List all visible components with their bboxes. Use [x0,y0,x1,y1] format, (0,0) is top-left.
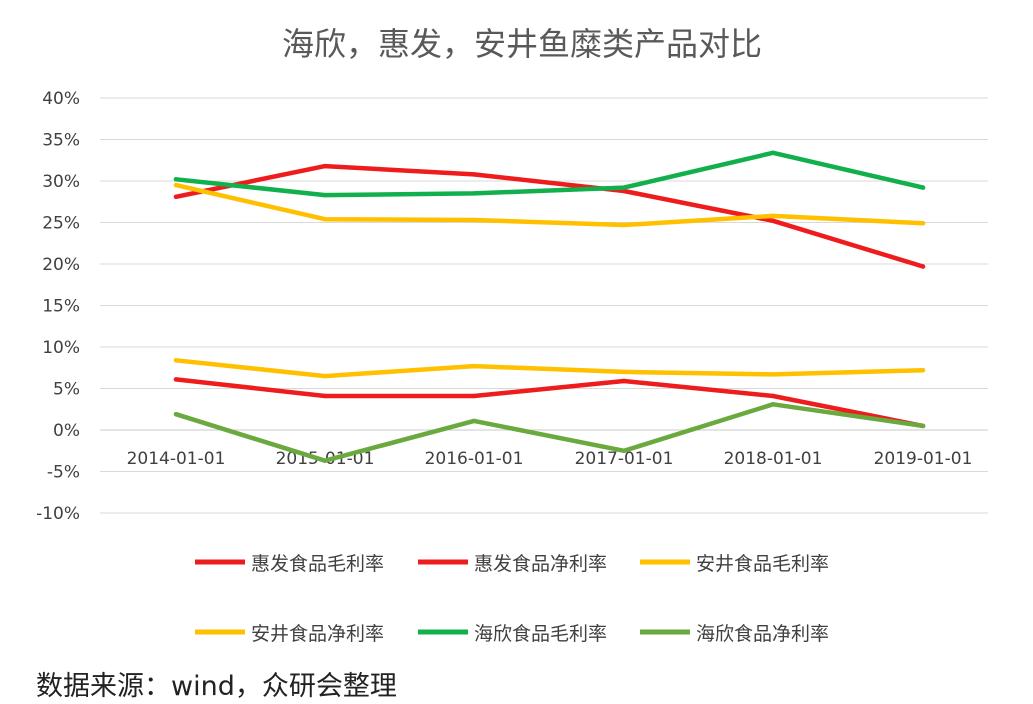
data-point [471,217,477,223]
data-point [322,458,328,463]
legend-label: 海欣食品毛利率 [474,623,607,645]
series-line [173,377,926,429]
series-line [173,150,926,198]
data-point [621,185,627,190]
data-point [471,191,477,196]
data-point [621,222,627,228]
data-point [621,448,627,453]
series-line [173,182,926,228]
data-point [322,393,328,399]
x-tick-label: 2016-01-01 [425,449,524,469]
x-tick-label: 2017-01-01 [575,449,674,469]
data-point [621,369,627,375]
y-tick-label: 20% [42,255,80,275]
x-tick-label: 2018-01-01 [724,449,823,469]
legend-label: 惠发食品毛利率 [251,553,384,575]
data-point [621,188,627,194]
data-point [322,373,328,379]
source-note: 数据来源：wind，众研会整理 [36,671,397,702]
data-point [920,368,926,373]
data-point [173,194,179,199]
data-point [770,372,776,377]
x-tick-label: 2019-01-01 [874,449,973,469]
data-point [770,393,776,399]
data-point [471,418,477,424]
y-tick-label: 15% [42,297,80,317]
y-tick-label: 5% [53,380,80,400]
series-lines [173,150,926,463]
y-tick-label: 40% [42,89,80,109]
series-line [173,402,926,463]
data-point [173,377,179,382]
legend-label: 安井食品毛利率 [696,553,829,575]
data-point [173,177,179,182]
y-tick-label: 0% [53,421,80,441]
y-tick-label: -10% [36,504,80,524]
y-tick-label: 30% [42,172,80,192]
legend-label: 安井食品净利率 [251,623,384,645]
data-point [621,378,627,384]
series-line [173,358,926,379]
data-point [471,363,477,369]
data-point [770,150,776,155]
x-axis-tick-labels: 2014-01-012015-01-012016-01-012017-01-01… [127,449,973,469]
data-point [173,182,179,188]
data-point [322,217,328,222]
data-point [770,402,776,407]
data-point [920,221,926,226]
series-line [173,163,926,269]
chart-title: 海欣，惠发，安井鱼糜类产品对比 [282,25,762,63]
data-point [920,423,926,429]
data-point [770,218,776,223]
data-point [920,264,926,269]
y-tick-label: 35% [42,131,80,151]
data-point [770,213,776,219]
legend-label: 惠发食品净利率 [474,553,607,575]
x-tick-label: 2014-01-01 [127,449,226,469]
y-tick-label: 10% [42,338,80,358]
data-point [173,358,179,363]
y-tick-label: 25% [42,214,80,234]
gridlines [100,97,988,514]
legend-label: 海欣食品净利率 [696,623,829,645]
data-point [173,412,179,417]
data-point [322,192,328,198]
data-point [471,393,477,399]
y-axis-tick-labels: 40% 35% 30% 25% 20% 15% 10% 5% 0% -5% -10% [36,89,80,524]
data-point [920,185,926,190]
y-tick-label: -5% [47,463,80,483]
data-point [322,163,328,169]
data-point [471,172,477,177]
